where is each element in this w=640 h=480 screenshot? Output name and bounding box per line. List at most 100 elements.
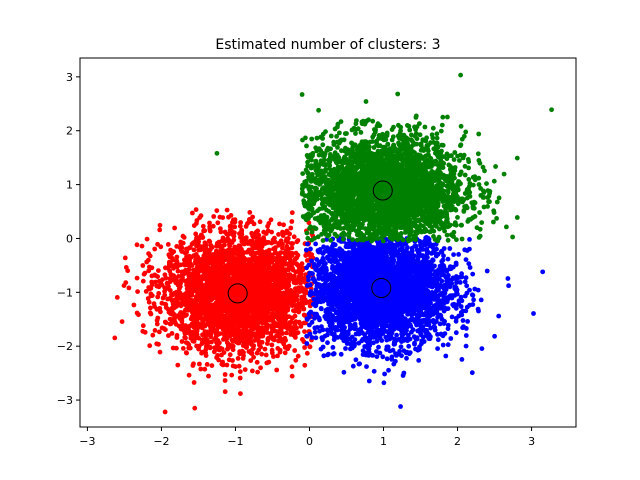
data-point <box>235 356 241 361</box>
data-point <box>231 258 237 263</box>
data-point <box>280 245 285 251</box>
data-point <box>312 329 318 335</box>
data-point <box>218 297 224 303</box>
data-point <box>206 373 211 379</box>
data-point <box>174 258 180 264</box>
data-point <box>435 337 441 343</box>
data-point <box>259 250 265 256</box>
data-point <box>255 369 260 375</box>
data-point <box>238 220 244 225</box>
data-point <box>200 269 206 275</box>
data-point <box>208 331 214 337</box>
data-point <box>196 346 202 352</box>
data-point <box>255 245 261 251</box>
data-point <box>265 228 271 234</box>
data-point <box>287 272 293 277</box>
data-point <box>276 252 282 257</box>
data-point <box>382 371 387 377</box>
data-point <box>364 364 369 369</box>
data-point <box>191 380 197 385</box>
data-point <box>146 251 152 256</box>
data-point <box>184 350 190 356</box>
data-point <box>261 314 267 320</box>
data-point <box>267 293 272 299</box>
data-point <box>289 319 294 325</box>
data-point <box>246 332 251 338</box>
data-point <box>266 221 272 226</box>
data-point <box>463 257 469 262</box>
data-point <box>249 230 255 236</box>
data-point <box>281 222 286 228</box>
data-point <box>156 291 162 296</box>
data-point <box>155 241 161 247</box>
data-point <box>304 333 310 339</box>
data-point <box>291 234 297 240</box>
data-point <box>119 319 125 324</box>
data-point <box>157 222 163 228</box>
data-point <box>496 313 502 319</box>
data-point <box>169 255 175 261</box>
data-point <box>217 314 223 320</box>
data-point <box>182 331 188 336</box>
data-point <box>235 290 240 296</box>
data-point <box>192 325 198 331</box>
data-point <box>173 321 179 327</box>
data-point <box>186 372 192 378</box>
data-point <box>199 337 205 343</box>
data-point <box>206 260 212 266</box>
data-point <box>254 359 260 365</box>
data-point <box>157 349 163 355</box>
data-point <box>191 339 197 344</box>
data-point <box>222 389 228 395</box>
data-point <box>204 302 210 307</box>
data-point <box>343 346 348 351</box>
data-point <box>193 279 199 284</box>
data-point <box>296 267 302 273</box>
data-point <box>209 363 215 368</box>
data-point <box>214 327 220 333</box>
data-point <box>220 215 226 221</box>
points-layer <box>112 72 554 415</box>
data-point <box>148 305 153 311</box>
data-point <box>293 256 299 261</box>
data-point <box>212 314 217 320</box>
data-point <box>303 289 309 294</box>
data-point <box>293 357 299 363</box>
data-point <box>211 214 217 219</box>
data-point <box>164 286 170 291</box>
data-point <box>296 273 302 279</box>
data-point <box>126 285 132 291</box>
data-point <box>299 300 305 306</box>
data-point <box>224 362 230 368</box>
data-point <box>276 323 281 329</box>
data-point <box>230 363 236 369</box>
data-point <box>278 330 283 335</box>
data-point <box>135 289 141 294</box>
data-point <box>185 246 191 252</box>
data-point <box>204 342 210 347</box>
data-point <box>207 247 213 253</box>
data-point <box>338 351 344 357</box>
data-point <box>341 369 347 375</box>
data-point <box>283 238 289 244</box>
data-point <box>252 308 258 313</box>
data-point <box>229 372 235 378</box>
data-point <box>269 313 275 319</box>
data-point <box>250 214 256 220</box>
data-point <box>255 228 261 234</box>
data-point <box>204 362 210 367</box>
data-point <box>284 243 290 249</box>
data-point <box>484 268 490 274</box>
data-point <box>187 258 192 263</box>
data-point <box>174 333 180 338</box>
data-point <box>179 269 185 275</box>
data-point <box>185 340 191 346</box>
data-point <box>142 270 148 276</box>
data-point <box>134 242 140 248</box>
data-point <box>398 344 404 350</box>
data-point <box>222 242 227 248</box>
data-point <box>134 310 140 316</box>
data-point <box>202 256 207 262</box>
data-point <box>217 305 223 311</box>
data-point <box>114 295 120 300</box>
